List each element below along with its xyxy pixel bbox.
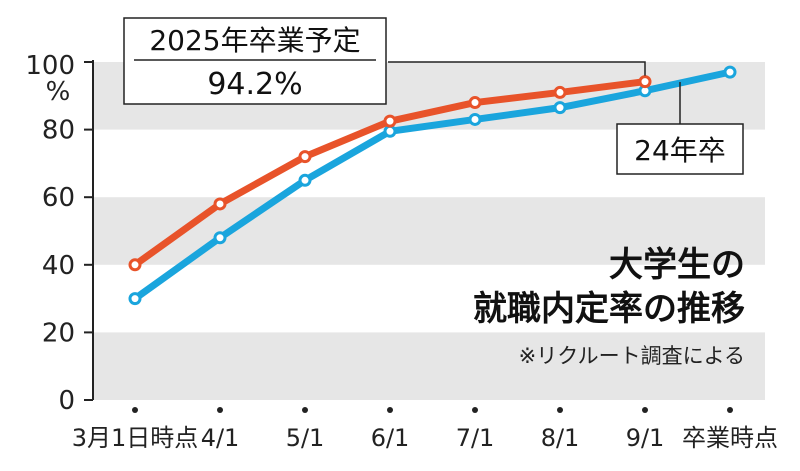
callouts: 2025年卒業予定 94.2% 24年卒	[123, 17, 744, 175]
x-tick-label-4: 7/1	[456, 424, 495, 452]
callout-2025-box	[123, 17, 387, 105]
x-tick-dot-0	[132, 407, 138, 413]
y-tick-label-40: 40	[42, 251, 75, 281]
grid-band-0-20	[93, 332, 765, 400]
series-0-point-2	[298, 150, 312, 164]
x-tick-dot-6	[642, 407, 648, 413]
callout-2025-leader	[388, 61, 646, 76]
chart-title-line-2: 就職内定率の推移	[473, 289, 745, 329]
series-1-point-0	[128, 292, 142, 306]
y-tick-label-60: 60	[42, 183, 75, 213]
series-0-point-3	[383, 114, 397, 128]
series-1-point-5	[553, 101, 567, 115]
series-lines	[128, 65, 737, 306]
x-tick-dot-1	[217, 407, 223, 413]
x-tick-dot-7	[727, 407, 733, 413]
y-tick-label-100: 100	[25, 51, 75, 81]
series-line-1	[131, 68, 734, 303]
series-1-point-4	[468, 112, 482, 126]
series-1-point-2	[298, 173, 312, 187]
series-1-point-3	[383, 124, 397, 138]
series-1-point-1	[213, 231, 227, 245]
y-tick-label-80: 80	[42, 116, 75, 146]
x-tick-dot-5	[557, 407, 563, 413]
x-tick-label-2: 5/1	[286, 424, 325, 452]
grid-band-40-60	[93, 197, 765, 265]
callout-2025-label: 2025年卒業予定	[149, 24, 360, 57]
x-tick-label-3: 6/1	[371, 424, 410, 452]
callout-24-box	[616, 123, 744, 175]
series-0-point-1	[213, 197, 227, 211]
x-axis-ticks: 3月1日時点 4/1 5/1 6/1 7/1 8/1 9/1 卒業時点	[72, 407, 778, 452]
y-axis-unit: %	[46, 77, 71, 107]
x-tick-dot-2	[302, 407, 308, 413]
x-tick-label-6: 9/1	[626, 424, 665, 452]
y-tick-label-20: 20	[42, 318, 75, 348]
x-tick-dot-3	[387, 407, 393, 413]
y-tick-label-0: 0	[58, 386, 75, 416]
x-tick-label-1: 4/1	[201, 424, 240, 452]
series-0-point-4	[468, 96, 482, 110]
x-tick-dot-4	[472, 407, 478, 413]
callout-2025-value: 94.2%	[207, 67, 302, 102]
series-0-point-0	[128, 258, 142, 272]
series-1-point-7	[723, 65, 737, 79]
x-tick-label-0: 3月1日時点	[72, 424, 199, 452]
source-note: ※リクルート調査による	[519, 344, 745, 368]
x-tick-label-7: 卒業時点	[682, 424, 778, 452]
series-0-point-5	[553, 85, 567, 99]
chart-title-line-1: 大学生の	[609, 245, 745, 285]
callout-24-label: 24年卒	[634, 134, 726, 167]
series-0-point-6	[638, 75, 652, 89]
y-axis-ticks: 0 20 40 60 80 100	[25, 51, 93, 416]
x-tick-label-5: 8/1	[541, 424, 580, 452]
